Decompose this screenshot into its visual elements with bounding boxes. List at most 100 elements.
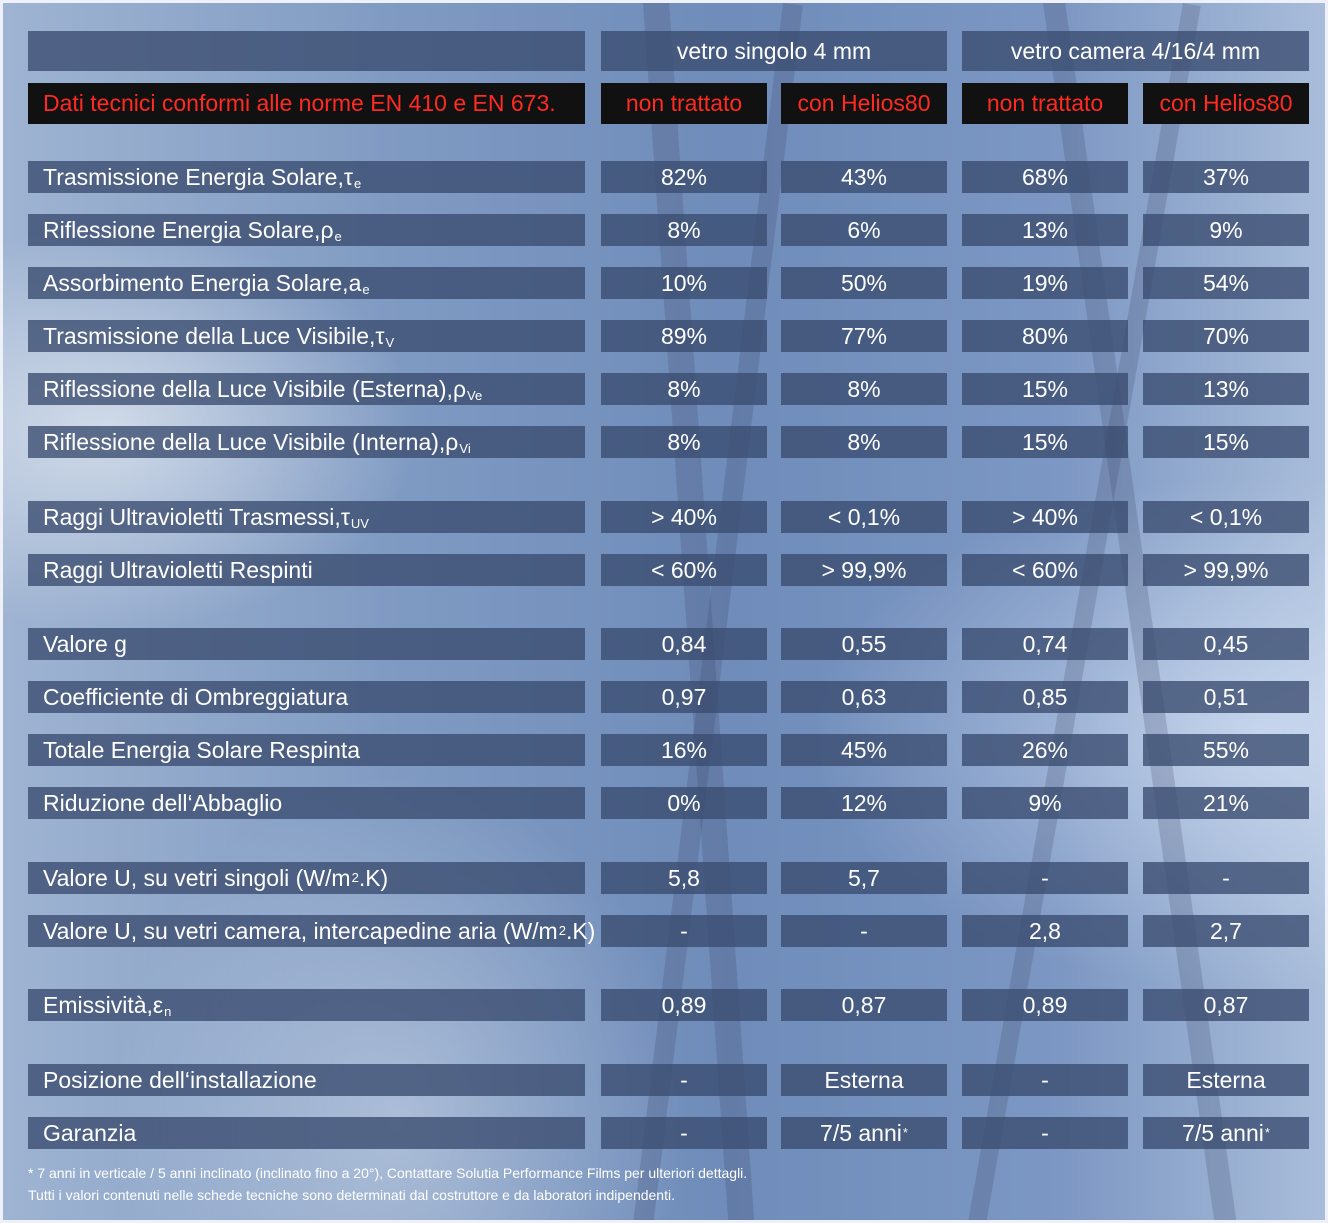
row-label-tail: .K): [358, 864, 389, 891]
cell-value: 0,55: [841, 630, 887, 657]
cell-value: 2,8: [1029, 917, 1061, 944]
cell-value: > 40%: [651, 503, 717, 530]
table-cell: 68%: [962, 161, 1128, 193]
cell-value: 82%: [660, 163, 708, 190]
cell-value: 7/5 anni: [1182, 1119, 1264, 1146]
table-cell: 8%: [601, 426, 767, 458]
cell-value: 0,87: [841, 991, 887, 1018]
cell-value: 8%: [847, 375, 881, 402]
footnote-warranty: * 7 anni in verticale / 5 anni inclinato…: [28, 1165, 748, 1181]
subheader-label: non trattato: [625, 90, 743, 116]
subheader-2: non trattato: [962, 83, 1128, 124]
table-cell: > 40%: [962, 501, 1128, 533]
subheader-label: con Helios80: [797, 90, 931, 116]
row-label-text: Valore U, su vetri camera, intercapedine…: [43, 917, 558, 944]
cell-value: -: [1041, 1066, 1049, 1093]
table-cell: 70%: [1143, 320, 1309, 352]
cell-value: 15%: [1021, 375, 1069, 402]
table-cell: 54%: [1143, 267, 1309, 299]
table-cell: 13%: [1143, 373, 1309, 405]
table-cell: 9%: [962, 787, 1128, 819]
row-label: Riflessione della Luce Visibile (Esterna…: [28, 373, 585, 405]
cell-value: 55%: [1202, 736, 1250, 763]
cell-value: Esterna: [1186, 1066, 1266, 1093]
row-label-text: Coefficiente di Ombreggiatura: [43, 683, 349, 710]
table-cell: 21%: [1143, 787, 1309, 819]
table-cell: -: [781, 915, 947, 947]
cell-value: 9%: [1209, 216, 1243, 243]
table-cell: 8%: [781, 426, 947, 458]
table-cell: 0,74: [962, 628, 1128, 660]
cell-value: 77%: [840, 322, 888, 349]
cell-value: 0,51: [1203, 683, 1249, 710]
row-label-text: Valore g: [43, 630, 127, 657]
table-cell: > 99,9%: [781, 554, 947, 586]
cell-value: -: [1041, 1119, 1049, 1146]
table-cell: -: [601, 1064, 767, 1096]
row-label-symbol: ρ: [452, 375, 467, 402]
row-label-subscript: e: [362, 281, 370, 297]
cell-value: 43%: [840, 163, 888, 190]
standards-note: Dati tecnici conformi alle norme EN 410 …: [28, 83, 585, 124]
table-cell: 15%: [1143, 426, 1309, 458]
table-cell: Esterna: [781, 1064, 947, 1096]
table-cell: > 40%: [601, 501, 767, 533]
table-cell: 80%: [962, 320, 1128, 352]
row-label-symbol: τ: [343, 163, 353, 190]
cell-value: 16%: [660, 736, 708, 763]
cell-value: 0,84: [661, 630, 707, 657]
cell-value: 0,89: [661, 991, 707, 1018]
cell-value: 7/5 anni: [820, 1119, 902, 1146]
table-cell: < 60%: [962, 554, 1128, 586]
row-label-tail: .K): [565, 917, 596, 944]
cell-value: 2,7: [1210, 917, 1242, 944]
cell-value: > 99,9%: [821, 556, 907, 583]
row-label-text: Totale Energia Solare Respinta: [43, 736, 361, 763]
cell-value: 89%: [660, 322, 708, 349]
row-label: Raggi Ultravioletti Respinti: [28, 554, 585, 586]
table-cell: 55%: [1143, 734, 1309, 766]
cell-value: 13%: [1021, 216, 1069, 243]
row-label-text: Assorbimento Energia Solare,: [43, 269, 349, 296]
table-cell: 43%: [781, 161, 947, 193]
subheader-label: non trattato: [986, 90, 1104, 116]
cell-value: 8%: [667, 216, 701, 243]
table-cell: -: [601, 915, 767, 947]
cell-value: 6%: [847, 216, 881, 243]
header-double-glass-label: vetro camera 4/16/4 mm: [1010, 37, 1261, 64]
cell-value: 0,89: [1022, 991, 1068, 1018]
header-double-glass: vetro camera 4/16/4 mm: [962, 31, 1309, 71]
cell-value: 13%: [1202, 375, 1250, 402]
cell-value: 50%: [840, 269, 888, 296]
table-cell: 16%: [601, 734, 767, 766]
table-cell: > 99,9%: [1143, 554, 1309, 586]
row-label-text: Riduzione dell‘Abbaglio: [43, 789, 283, 816]
cell-value: 8%: [667, 375, 701, 402]
cell-value: > 99,9%: [1183, 556, 1269, 583]
row-label: Raggi Ultravioletti Trasmessi, τ UV: [28, 501, 585, 533]
table-cell: < 60%: [601, 554, 767, 586]
row-label-symbol: ε: [152, 991, 164, 1018]
table-cell: 0,89: [962, 989, 1128, 1021]
cell-value: 80%: [1021, 322, 1069, 349]
cell-value: < 60%: [1012, 556, 1078, 583]
table-cell: 0,45: [1143, 628, 1309, 660]
cell-value: 68%: [1021, 163, 1069, 190]
table-cell: 37%: [1143, 161, 1309, 193]
cell-value: 5,7: [848, 864, 880, 891]
row-label: Riduzione dell‘Abbaglio: [28, 787, 585, 819]
row-label-text: Trasmissione Energia Solare,: [43, 163, 344, 190]
standards-note-text: Dati tecnici conformi alle norme EN 410 …: [43, 90, 556, 116]
cell-value: 15%: [1202, 428, 1250, 455]
row-label-subscript: Vi: [459, 440, 471, 456]
cell-value: Esterna: [824, 1066, 904, 1093]
row-label-text: Raggi Ultravioletti Trasmessi,: [43, 503, 341, 530]
row-label: Valore U, su vetri singoli (W/m 2 .K): [28, 862, 585, 894]
row-label-symbol: τ: [375, 322, 385, 349]
table-cell: 0,89: [601, 989, 767, 1021]
